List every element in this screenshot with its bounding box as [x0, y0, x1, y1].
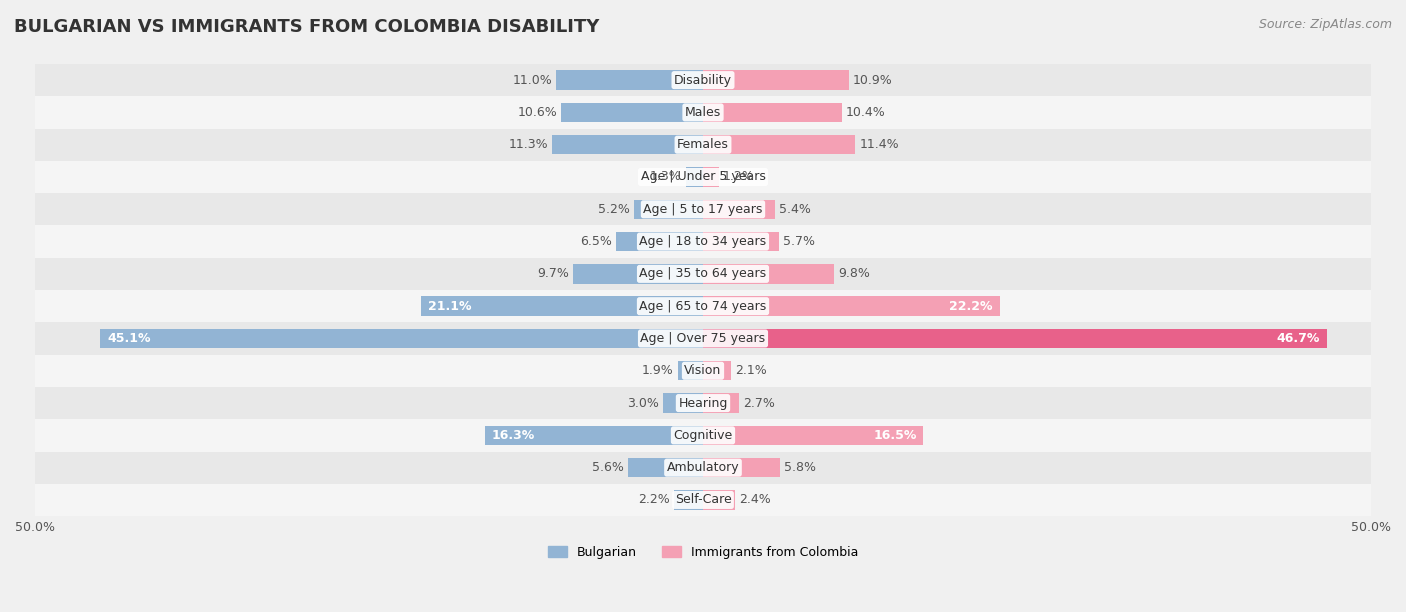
- Text: 11.4%: 11.4%: [859, 138, 898, 151]
- Bar: [703, 167, 718, 187]
- Text: 2.2%: 2.2%: [638, 493, 669, 507]
- Bar: [678, 361, 703, 381]
- Text: Males: Males: [685, 106, 721, 119]
- Bar: [703, 361, 731, 381]
- Bar: [703, 200, 775, 219]
- Text: 5.8%: 5.8%: [785, 461, 817, 474]
- Text: Ambulatory: Ambulatory: [666, 461, 740, 474]
- Text: 10.4%: 10.4%: [846, 106, 886, 119]
- Text: 6.5%: 6.5%: [581, 235, 612, 248]
- Text: Age | Over 75 years: Age | Over 75 years: [641, 332, 765, 345]
- Text: Age | 65 to 74 years: Age | 65 to 74 years: [640, 300, 766, 313]
- Text: Self-Care: Self-Care: [675, 493, 731, 507]
- Bar: [35, 96, 1371, 129]
- Bar: [634, 200, 703, 219]
- Text: 2.4%: 2.4%: [740, 493, 770, 507]
- Text: 1.3%: 1.3%: [650, 171, 682, 184]
- Text: 10.9%: 10.9%: [852, 73, 893, 87]
- Bar: [35, 129, 1371, 161]
- Text: Cognitive: Cognitive: [673, 429, 733, 442]
- Bar: [662, 394, 703, 412]
- Text: Vision: Vision: [685, 364, 721, 377]
- Bar: [555, 70, 703, 90]
- Bar: [673, 490, 703, 510]
- Text: 22.2%: 22.2%: [949, 300, 993, 313]
- Bar: [35, 323, 1371, 354]
- Text: 5.4%: 5.4%: [779, 203, 811, 216]
- Bar: [422, 296, 703, 316]
- Text: BULGARIAN VS IMMIGRANTS FROM COLOMBIA DISABILITY: BULGARIAN VS IMMIGRANTS FROM COLOMBIA DI…: [14, 18, 599, 36]
- Bar: [703, 103, 842, 122]
- Text: 5.6%: 5.6%: [592, 461, 624, 474]
- Bar: [485, 426, 703, 445]
- Bar: [35, 64, 1371, 96]
- Bar: [703, 394, 740, 412]
- Text: 46.7%: 46.7%: [1277, 332, 1320, 345]
- Bar: [553, 135, 703, 154]
- Bar: [35, 258, 1371, 290]
- Text: Disability: Disability: [673, 73, 733, 87]
- Text: 9.8%: 9.8%: [838, 267, 870, 280]
- Bar: [35, 484, 1371, 516]
- Bar: [703, 232, 779, 252]
- Bar: [35, 193, 1371, 225]
- Bar: [35, 290, 1371, 323]
- Bar: [703, 135, 855, 154]
- Bar: [616, 232, 703, 252]
- Text: 21.1%: 21.1%: [427, 300, 471, 313]
- Text: 1.9%: 1.9%: [643, 364, 673, 377]
- Text: 45.1%: 45.1%: [107, 332, 150, 345]
- Legend: Bulgarian, Immigrants from Colombia: Bulgarian, Immigrants from Colombia: [543, 541, 863, 564]
- Bar: [703, 490, 735, 510]
- Bar: [703, 296, 1000, 316]
- Text: 5.7%: 5.7%: [783, 235, 815, 248]
- Text: Source: ZipAtlas.com: Source: ZipAtlas.com: [1258, 18, 1392, 31]
- Text: 9.7%: 9.7%: [537, 267, 569, 280]
- Bar: [703, 264, 834, 283]
- Bar: [703, 70, 849, 90]
- Bar: [100, 329, 703, 348]
- Text: Age | 18 to 34 years: Age | 18 to 34 years: [640, 235, 766, 248]
- Text: 16.3%: 16.3%: [492, 429, 536, 442]
- Text: Age | 5 to 17 years: Age | 5 to 17 years: [644, 203, 762, 216]
- Bar: [628, 458, 703, 477]
- Bar: [703, 426, 924, 445]
- Text: 1.2%: 1.2%: [723, 171, 755, 184]
- Bar: [35, 387, 1371, 419]
- Text: 2.1%: 2.1%: [735, 364, 766, 377]
- Text: 10.6%: 10.6%: [517, 106, 557, 119]
- Bar: [561, 103, 703, 122]
- Bar: [703, 329, 1327, 348]
- Bar: [35, 161, 1371, 193]
- Bar: [35, 225, 1371, 258]
- Bar: [35, 452, 1371, 484]
- Text: 11.3%: 11.3%: [509, 138, 548, 151]
- Text: 11.0%: 11.0%: [512, 73, 553, 87]
- Text: Hearing: Hearing: [678, 397, 728, 409]
- Text: Age | 35 to 64 years: Age | 35 to 64 years: [640, 267, 766, 280]
- Text: 16.5%: 16.5%: [873, 429, 917, 442]
- Bar: [574, 264, 703, 283]
- Text: Age | Under 5 years: Age | Under 5 years: [641, 171, 765, 184]
- Bar: [703, 458, 780, 477]
- Text: 5.2%: 5.2%: [598, 203, 630, 216]
- Bar: [686, 167, 703, 187]
- Bar: [35, 419, 1371, 452]
- Text: 2.7%: 2.7%: [744, 397, 775, 409]
- Bar: [35, 354, 1371, 387]
- Text: 3.0%: 3.0%: [627, 397, 659, 409]
- Text: Females: Females: [678, 138, 728, 151]
